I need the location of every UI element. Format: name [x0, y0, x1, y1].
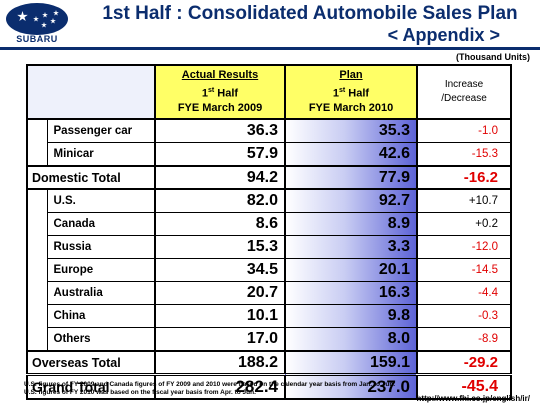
- actual-header-period: 1st Half: [201, 86, 239, 100]
- plan-value: 8.0: [285, 327, 418, 352]
- actual-value: 282.4: [155, 373, 286, 400]
- header-plan: Plan 1st Half FYE March 2010: [284, 64, 418, 120]
- actual-value: 15.3: [155, 235, 286, 259]
- actual-value: 8.6: [155, 212, 286, 236]
- diff-value: -12.0: [417, 235, 512, 259]
- subaru-stars-icon: [6, 3, 68, 35]
- table-row: China 10.1 9.8 -0.3: [26, 304, 512, 328]
- overseas-total-row: Overseas Total 188.2 159.1 -29.2: [26, 350, 512, 376]
- row-label: Passenger car: [46, 119, 156, 143]
- actual-value: 57.9: [155, 142, 286, 167]
- ir-url-link[interactable]: http://www.fhi.co.jp/english/ir/: [416, 394, 530, 403]
- diff-value: -29.2: [417, 350, 512, 376]
- diff-value: -16.2: [417, 165, 512, 190]
- row-label: Europe: [46, 258, 156, 282]
- slide-header: SUBARU 1st Half : Consolidated Automobil…: [0, 0, 540, 46]
- plan-header-period: 1st Half: [332, 86, 370, 100]
- footnote-1: U.S. figures of FY 2009 and Canada figur…: [24, 381, 396, 388]
- plan-value: 237.0: [285, 373, 418, 400]
- diff-value: +0.2: [417, 212, 512, 236]
- row-label: Canada: [46, 212, 156, 236]
- plan-value: 9.8: [285, 304, 418, 328]
- plan-value: 159.1: [285, 350, 418, 376]
- diff-value: -1.0: [417, 119, 512, 143]
- actual-value: 188.2: [155, 350, 286, 376]
- plan-value: 77.9: [285, 165, 418, 190]
- actual-value: 36.3: [155, 119, 286, 143]
- row-label: Others: [46, 327, 156, 352]
- plan-value: 3.3: [285, 235, 418, 259]
- table-row: Others 17.0 8.0 -8.9: [26, 327, 512, 352]
- plan-value: 20.1: [285, 258, 418, 282]
- page-subtitle: < Appendix >: [387, 25, 500, 45]
- row-label: Minicar: [46, 142, 156, 167]
- diff-header-line1: Increase: [444, 79, 484, 90]
- plan-header-fiscal-year: FYE March 2010: [308, 102, 394, 115]
- plan-header-label: Plan: [339, 68, 363, 81]
- footnote-2: U.S. figures of FY 2010 was based on the…: [24, 389, 256, 396]
- actual-value: 10.1: [155, 304, 286, 328]
- actual-header-label: Actual Results: [181, 68, 259, 81]
- header-blank-cell: [26, 64, 156, 120]
- actual-value: 94.2: [155, 165, 286, 190]
- plan-value: 8.9: [285, 212, 418, 236]
- diff-value: -45.4: [417, 373, 512, 400]
- table-row: Australia 20.7 16.3 -4.4: [26, 281, 512, 305]
- plan-value: 35.3: [285, 119, 418, 143]
- table-row: Passenger car 36.3 35.3 -1.0: [26, 119, 512, 143]
- header-divider: [0, 47, 540, 50]
- actual-value: 82.0: [155, 189, 286, 213]
- plan-value: 42.6: [285, 142, 418, 167]
- row-label: China: [46, 304, 156, 328]
- header-increase-decrease: Increase /Decrease: [416, 64, 512, 120]
- actual-value: 34.5: [155, 258, 286, 282]
- row-label: Grand Total: [26, 373, 156, 400]
- table-row: Russia 15.3 3.3 -12.0: [26, 235, 512, 259]
- row-label: Overseas Total: [26, 350, 156, 376]
- plan-value: 16.3: [285, 281, 418, 305]
- table-row: U.S. 82.0 92.7 +10.7: [26, 189, 512, 213]
- sales-table: Actual Results 1st Half FYE March 2009 P…: [26, 64, 512, 400]
- table-row: Canada 8.6 8.9 +0.2: [26, 212, 512, 236]
- plan-value: 92.7: [285, 189, 418, 213]
- table-row: Europe 34.5 20.1 -14.5: [26, 258, 512, 282]
- diff-value: -8.9: [417, 327, 512, 352]
- table-header-row: Actual Results 1st Half FYE March 2009 P…: [26, 64, 512, 120]
- row-label: Russia: [46, 235, 156, 259]
- units-label: (Thousand Units): [456, 52, 530, 62]
- actual-value: 20.7: [155, 281, 286, 305]
- diff-value: -14.5: [417, 258, 512, 282]
- domestic-total-row: Domestic Total 94.2 77.9 -16.2: [26, 165, 512, 190]
- diff-header-line2: /Decrease: [441, 93, 487, 104]
- actual-header-fiscal-year: FYE March 2009: [177, 102, 263, 115]
- row-label: Australia: [46, 281, 156, 305]
- brand-name: SUBARU: [16, 34, 58, 44]
- diff-value: -15.3: [417, 142, 512, 167]
- actual-value: 17.0: [155, 327, 286, 352]
- header-actual: Actual Results 1st Half FYE March 2009: [154, 64, 286, 120]
- row-label: U.S.: [46, 189, 156, 213]
- diff-value: +10.7: [417, 189, 512, 213]
- subaru-logo: SUBARU: [4, 2, 74, 46]
- grand-total-row: Grand Total 282.4 237.0 -45.4: [26, 373, 512, 400]
- table-row: Minicar 57.9 42.6 -15.3: [26, 142, 512, 167]
- row-label: Domestic Total: [26, 165, 156, 190]
- diff-value: -0.3: [417, 304, 512, 328]
- diff-value: -4.4: [417, 281, 512, 305]
- page-title: 1st Half : Consolidated Automobile Sales…: [102, 3, 518, 24]
